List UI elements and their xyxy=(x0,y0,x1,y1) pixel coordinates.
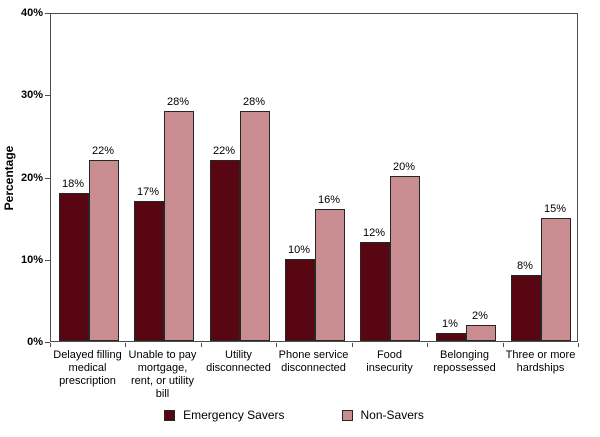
value-label: 17% xyxy=(136,186,160,198)
value-label: 15% xyxy=(543,203,567,215)
value-label: 22% xyxy=(212,145,236,157)
x-tick-mark xyxy=(50,343,51,347)
value-label: 22% xyxy=(91,145,115,157)
legend-item-emergency-savers: Emergency Savers xyxy=(164,408,285,422)
legend-swatch-emergency-savers xyxy=(164,409,176,421)
value-label: 8% xyxy=(517,260,533,272)
bar-non-savers-food xyxy=(390,176,420,341)
value-label: 10% xyxy=(287,244,311,256)
y-tick-label: 30% xyxy=(20,89,43,102)
x-category-label: Utility disconnected xyxy=(206,349,271,374)
value-label: 16% xyxy=(317,194,341,206)
bar-emergency-savers-belonging xyxy=(436,333,466,341)
x-category-label: Delayed filling medical prescription xyxy=(53,349,122,387)
bar-non-savers-delayed-filling xyxy=(89,160,119,341)
legend-label: Emergency Savers xyxy=(183,408,285,422)
legend-swatch-non-savers xyxy=(341,409,353,421)
value-label: 18% xyxy=(61,178,85,190)
x-tick-mark xyxy=(201,343,202,347)
y-tick-label: 40% xyxy=(20,7,43,19)
bar-non-savers-unable-to-pay xyxy=(164,111,194,341)
bar-non-savers-belonging xyxy=(466,325,496,341)
x-category-label: Belonging repossessed xyxy=(433,349,496,374)
x-category-label: Unable to pay mortgage, rent, or utility… xyxy=(128,349,197,400)
bar-non-savers-three-or-more xyxy=(541,218,571,341)
y-tick-mark xyxy=(45,13,50,14)
y-tick-label: 20% xyxy=(20,171,43,184)
value-label: 28% xyxy=(166,96,190,108)
legend: Emergency Savers Non-Savers xyxy=(0,408,588,422)
x-category-label: Phone service disconnected xyxy=(278,349,349,374)
plot-area xyxy=(50,13,578,342)
x-category-label: Three or more hardships xyxy=(505,349,576,374)
bar-emergency-savers-phone-service xyxy=(285,259,315,341)
bar-emergency-savers-three-or-more xyxy=(511,275,541,341)
x-tick-mark xyxy=(578,343,579,347)
y-tick-mark xyxy=(45,95,50,97)
bar-non-savers-utility xyxy=(240,111,270,341)
x-tick-mark xyxy=(276,343,277,347)
bar-emergency-savers-unable-to-pay xyxy=(134,201,164,341)
x-tick-mark xyxy=(427,343,428,347)
y-tick-label: 0% xyxy=(27,336,43,348)
legend-label: Non-Savers xyxy=(360,408,424,422)
y-tick-mark xyxy=(45,177,50,179)
y-tick-mark xyxy=(45,342,50,343)
y-tick-mark xyxy=(45,259,50,261)
y-tick-label: 10% xyxy=(20,253,43,266)
legend-item-non-savers: Non-Savers xyxy=(341,408,424,422)
bar-emergency-savers-delayed-filling xyxy=(59,193,89,341)
value-label: 12% xyxy=(362,227,386,239)
bar-emergency-savers-utility xyxy=(210,160,240,341)
x-tick-mark xyxy=(503,343,504,347)
value-label: 28% xyxy=(242,96,266,108)
x-tick-mark xyxy=(125,343,126,347)
bar-non-savers-phone-service xyxy=(315,209,345,341)
value-label: 1% xyxy=(442,318,458,330)
x-tick-mark xyxy=(352,343,353,347)
value-label: 20% xyxy=(392,161,416,173)
x-category-label: Food insecurity xyxy=(366,349,413,374)
value-label: 2% xyxy=(472,310,488,322)
bar-emergency-savers-food xyxy=(360,242,390,341)
